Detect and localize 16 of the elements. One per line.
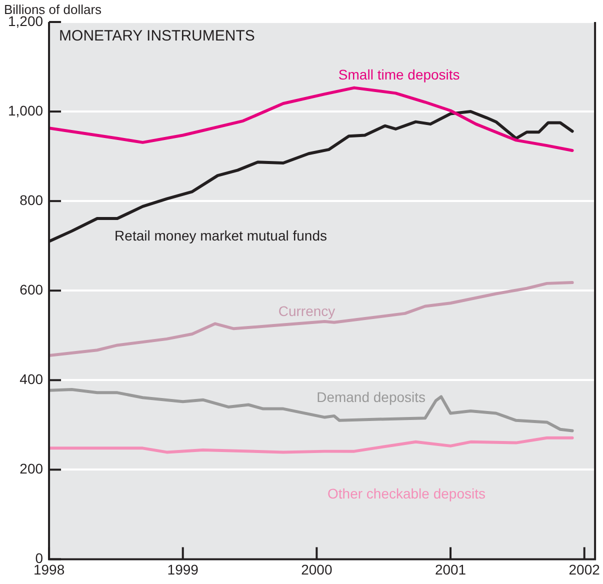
y-tick-label: 1,000 <box>8 102 44 118</box>
x-tick-label: 2001 <box>434 561 466 578</box>
y-tick-label: 800 <box>20 192 44 208</box>
x-tick-label: 1999 <box>167 561 199 578</box>
chart-title: MONETARY INSTRUMENTS <box>59 28 255 45</box>
series-label: Small time deposits <box>338 66 460 83</box>
text: Other checkable deposits <box>328 486 486 502</box>
y-tick-label: 400 <box>20 370 44 387</box>
series-label: Demand deposits <box>316 388 426 405</box>
x-tick-label: 2002 <box>568 561 600 578</box>
y-tick-label: 200 <box>20 460 44 477</box>
series-label: Retail money market mutual funds <box>114 228 327 244</box>
y-tick-label: 600 <box>20 281 44 298</box>
y-axis-title: Billions of dollars <box>4 2 102 18</box>
series-label: Currency <box>278 302 336 319</box>
x-tick-label: 2000 <box>301 561 332 578</box>
